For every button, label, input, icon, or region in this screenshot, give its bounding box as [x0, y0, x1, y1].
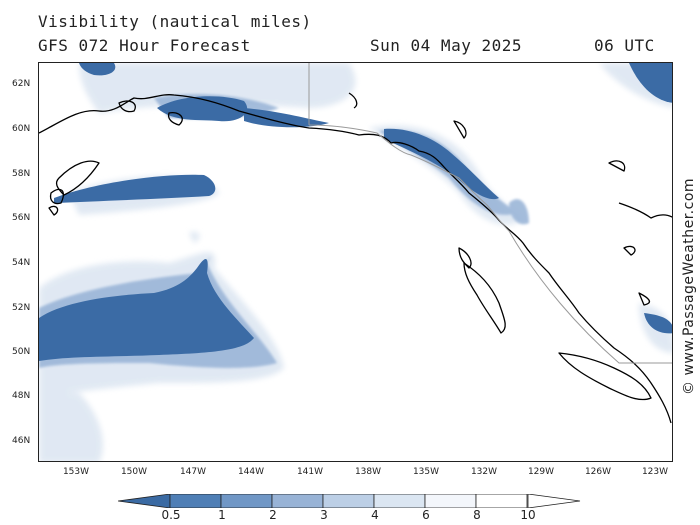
lon-label-126w: 126W	[584, 467, 612, 477]
border-line	[308, 63, 672, 364]
legend-arrow-left	[118, 494, 171, 508]
lat-label-54n: 54N	[12, 258, 31, 268]
legend-colorbar	[118, 494, 581, 508]
legend-label-0-5: 0.5	[161, 508, 181, 522]
legend-label-4: 4	[371, 508, 379, 522]
legend-swatch	[271, 494, 324, 508]
lon-label-150w: 150W	[120, 467, 148, 477]
legend-label-6: 6	[422, 508, 430, 522]
map-canvas	[39, 63, 672, 461]
legend-swatch	[424, 494, 477, 508]
legend-arrow-right	[527, 494, 581, 508]
lat-label-60n: 60N	[12, 124, 31, 134]
lon-label-138w: 138W	[354, 467, 382, 477]
lat-label-58n: 58N	[12, 169, 31, 179]
legend-swatch	[169, 494, 222, 508]
legend-swatch	[475, 494, 528, 508]
lat-label-46n: 46N	[12, 436, 31, 446]
lon-label-123w: 123W	[641, 467, 669, 477]
legend-label-8: 8	[473, 508, 481, 522]
lat-label-52n: 52N	[12, 303, 31, 313]
light-visibility-field	[39, 63, 672, 461]
forecast-time: 06 UTC	[594, 36, 655, 55]
lat-label-48n: 48N	[12, 391, 31, 401]
lon-label-132w: 132W	[470, 467, 498, 477]
lat-label-62n: 62N	[12, 79, 31, 89]
legend-label-1: 1	[218, 508, 226, 522]
lat-label-50n: 50N	[12, 347, 31, 357]
lat-label-56n: 56N	[12, 213, 31, 223]
legend-swatch	[322, 494, 375, 508]
lon-label-147w: 147W	[179, 467, 207, 477]
legend-label-10: 10	[520, 508, 536, 522]
credit-watermark: © www.PassageWeather.com	[681, 177, 697, 395]
coastline	[39, 92, 672, 424]
legend-label-2: 2	[269, 508, 277, 522]
lon-label-135w: 135W	[412, 467, 440, 477]
lon-label-144w: 144W	[237, 467, 265, 477]
legend-swatch	[373, 494, 426, 508]
low-visibility-field	[39, 63, 672, 361]
lon-label-141w: 141W	[296, 467, 324, 477]
forecast-label: GFS 072 Hour Forecast	[38, 36, 251, 55]
map-title: Visibility (nautical miles)	[38, 12, 312, 31]
forecast-date: Sun 04 May 2025	[370, 36, 522, 55]
lon-label-153w: 153W	[62, 467, 90, 477]
legend-label-3: 3	[320, 508, 328, 522]
visibility-map	[38, 62, 673, 462]
lon-label-129w: 129W	[527, 467, 555, 477]
legend-swatch	[220, 494, 273, 508]
